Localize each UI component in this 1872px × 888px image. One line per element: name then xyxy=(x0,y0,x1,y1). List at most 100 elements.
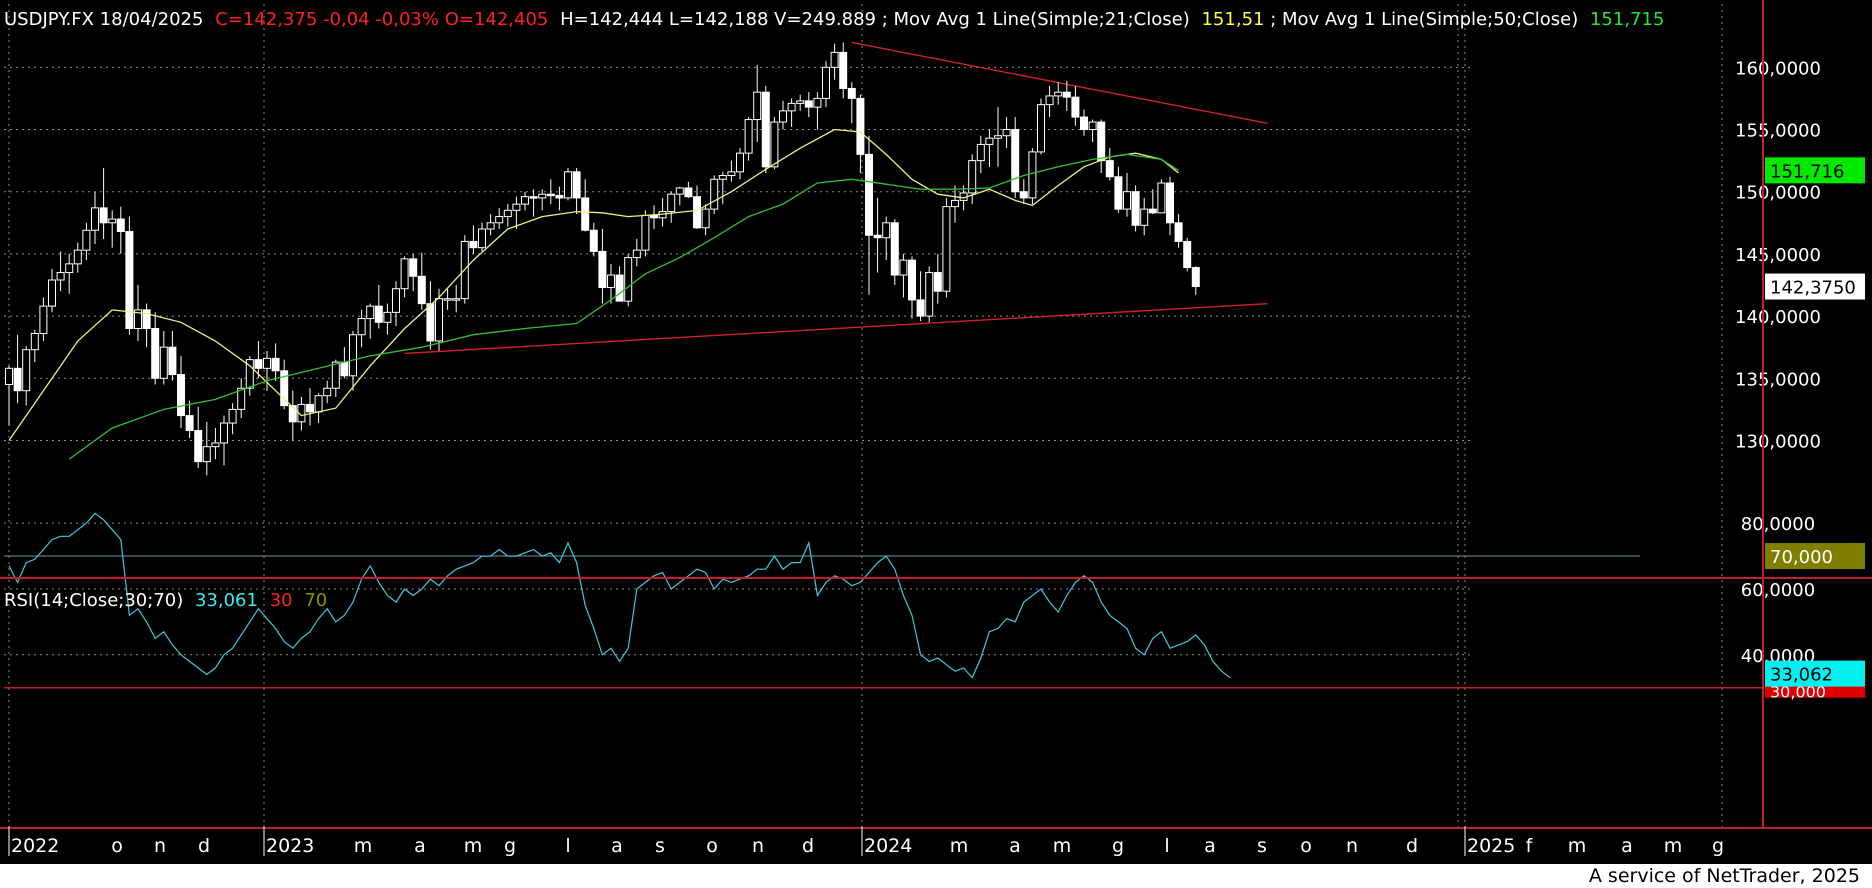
candle-up xyxy=(736,152,744,173)
candle-up xyxy=(1123,191,1131,210)
time-axis-label: g xyxy=(1112,835,1124,857)
candle-up xyxy=(220,422,228,444)
candle-down xyxy=(916,299,925,317)
time-axis: 2022 o n d 2023 m a m g l a s o n d 2024 m a m g l a s o n d 2025 f… xyxy=(8,826,1724,857)
ma-value-label-bg xyxy=(1765,157,1865,184)
candle-down xyxy=(865,153,873,236)
candle-up xyxy=(830,51,839,68)
candle-down xyxy=(125,231,134,330)
candle-down xyxy=(1071,96,1080,118)
candle-up xyxy=(263,357,271,369)
candle-down xyxy=(598,250,607,288)
price-tick-label: 155,0000 xyxy=(1735,121,1821,142)
time-axis-label: n xyxy=(752,835,764,857)
candle-up xyxy=(796,100,805,104)
candle-up xyxy=(443,298,452,301)
candle-up xyxy=(744,119,753,154)
candle-down xyxy=(99,207,108,224)
time-axis-label: g xyxy=(504,835,516,857)
candle-down xyxy=(1080,116,1088,131)
candle-down xyxy=(650,214,658,219)
candle-down xyxy=(142,309,151,330)
time-axis-label: a xyxy=(1204,835,1216,857)
time-axis-label: m xyxy=(1053,835,1072,857)
price-tick-label: 145,0000 xyxy=(1735,245,1821,266)
candle-down xyxy=(572,171,581,199)
time-axis-label: n xyxy=(1346,835,1358,857)
time-axis-label: a xyxy=(1009,835,1021,857)
candle-up xyxy=(30,332,39,351)
candle-up xyxy=(228,408,237,424)
candle-up xyxy=(701,208,710,229)
candle-up xyxy=(710,178,719,210)
ma21-label: ; Mov Avg 1 Line(Simple;21;Close) xyxy=(882,9,1190,30)
candle-up xyxy=(65,263,74,274)
candle-up xyxy=(366,305,375,320)
price-tick-label: 140,0000 xyxy=(1735,307,1821,328)
candle-down xyxy=(847,87,856,99)
candle-down xyxy=(615,274,624,302)
time-axis-label: o xyxy=(111,835,123,857)
candle-up xyxy=(383,311,392,323)
candle-up xyxy=(753,91,762,121)
candle-up xyxy=(779,110,787,123)
candle-up xyxy=(994,135,1002,139)
candle-up xyxy=(1037,104,1045,153)
candle-up xyxy=(632,249,641,259)
rsi-value-label: 33,062 xyxy=(1770,665,1833,686)
time-axis-label: a xyxy=(414,835,426,857)
time-axis-label: 2025 xyxy=(1467,835,1515,857)
candle-up xyxy=(237,387,246,410)
time-axis-label: n xyxy=(154,835,166,857)
time-axis-label: a xyxy=(611,835,623,857)
rsi-70-label-bg xyxy=(1765,543,1865,570)
price-axis: 160,0000 155,0000 150,0000 145,0000 140,0000… xyxy=(0,0,1872,829)
candle-up xyxy=(667,193,676,213)
candle-down xyxy=(555,194,564,199)
candle-up xyxy=(392,288,400,313)
price-tick-label: 130,0000 xyxy=(1735,431,1821,452)
time-axis-label: 2024 xyxy=(864,835,912,857)
time-axis-label: f xyxy=(1526,835,1534,857)
price-tick-label: 135,0000 xyxy=(1735,369,1821,390)
time-axis-label: o xyxy=(706,835,718,857)
candle-up xyxy=(48,279,56,307)
candle-up xyxy=(538,193,547,199)
candle-up xyxy=(787,102,796,112)
candle-up xyxy=(82,229,91,251)
rsi-low-level: 30 xyxy=(270,590,293,611)
candle-up xyxy=(486,222,495,230)
trendline xyxy=(404,302,1268,355)
trendline xyxy=(851,41,1268,124)
footer-bar xyxy=(0,864,1872,888)
candle-up xyxy=(323,387,332,397)
rsi-70-label: 70,000 xyxy=(1770,547,1833,568)
candle-up xyxy=(91,207,99,231)
candle-up xyxy=(624,257,633,302)
ma-value-label: 151,716 xyxy=(1770,161,1844,182)
price-tick-label: 160,0000 xyxy=(1735,58,1821,79)
candle-down xyxy=(873,234,882,239)
candle-down xyxy=(529,196,538,199)
candle-up xyxy=(1157,182,1166,214)
candle-up xyxy=(5,367,13,385)
time-axis-label: m xyxy=(1664,835,1683,857)
trendlines xyxy=(404,41,1268,355)
candle-up xyxy=(134,309,142,330)
candle-up xyxy=(1045,95,1054,106)
candle-down xyxy=(684,187,693,198)
candle-down xyxy=(1174,222,1183,242)
candle-down xyxy=(13,367,22,392)
footer-credit: A service of NetTrader, 2025 xyxy=(1582,864,1866,888)
candle-up xyxy=(1028,151,1037,199)
candle-up xyxy=(245,359,254,389)
rsi-tick-label: 80,0000 xyxy=(1741,514,1815,535)
candle-down xyxy=(288,405,297,423)
candle-up xyxy=(813,97,822,108)
rsi-tick-label: 60,0000 xyxy=(1741,580,1815,601)
candle-up xyxy=(882,222,891,239)
time-axis-label: o xyxy=(1300,835,1312,857)
candle-down xyxy=(581,197,590,231)
candle-down xyxy=(177,374,185,417)
